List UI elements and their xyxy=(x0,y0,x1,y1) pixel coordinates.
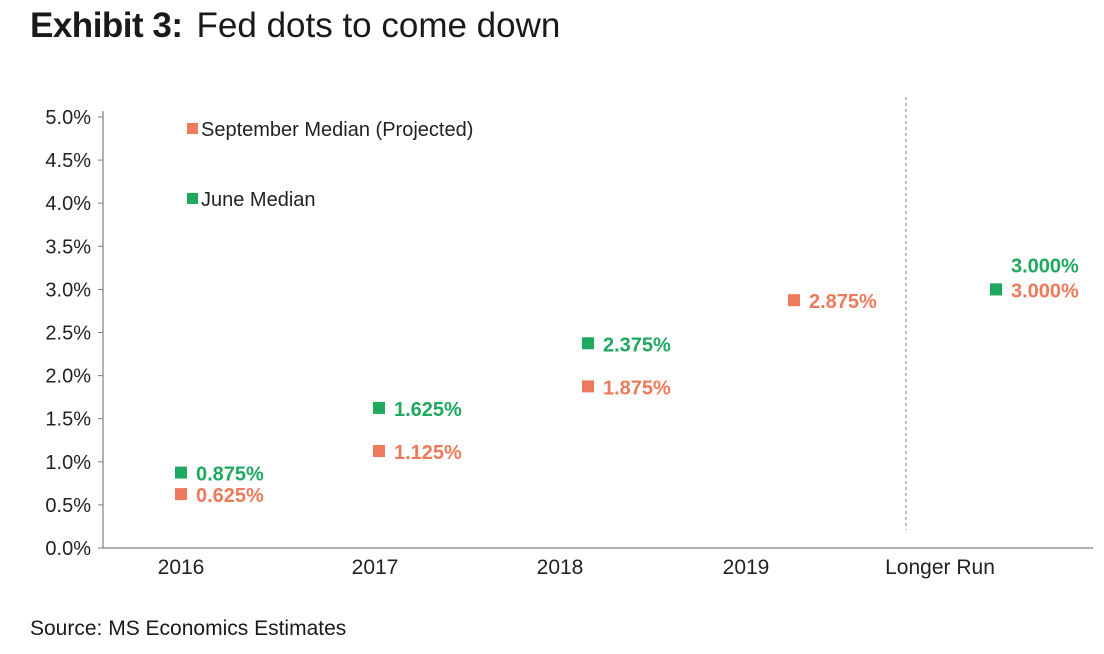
y-tick-label: 0.5% xyxy=(45,495,91,517)
y-tick-label: 2.0% xyxy=(45,366,91,388)
september-dot xyxy=(582,380,594,393)
x-tick-label: 2019 xyxy=(723,556,770,579)
september-data-label: 1.875% xyxy=(603,377,671,399)
x-tick-label: 2018 xyxy=(537,556,584,579)
legend-label: September Median (Projected) xyxy=(201,119,473,141)
y-tick-label: 1.0% xyxy=(45,452,91,474)
june-dot xyxy=(582,337,594,350)
june-data-label: 0.875% xyxy=(196,464,264,486)
september-data-label: 2.875% xyxy=(809,291,877,313)
x-tick-label: 2016 xyxy=(158,556,205,579)
september-data-label: 1.125% xyxy=(394,442,462,464)
y-tick-label: 0.0% xyxy=(45,538,91,560)
september-data-label: 0.625% xyxy=(196,485,264,507)
june-data-label: 1.625% xyxy=(394,399,462,421)
june-dot xyxy=(373,401,385,414)
x-tick-label: 2017 xyxy=(352,556,399,579)
legend-marker xyxy=(187,193,198,204)
legend-label: June Median xyxy=(201,189,316,211)
y-tick-label: 4.0% xyxy=(45,193,91,215)
june-data-label: 3.000% xyxy=(1011,255,1079,277)
june-dot xyxy=(990,283,1002,296)
y-tick-label: 4.5% xyxy=(45,150,91,172)
page-title: Exhibit 3: Fed dots to come down xyxy=(30,6,560,46)
y-tick-label: 1.5% xyxy=(45,409,91,431)
source-note: Source: MS Economics Estimates xyxy=(30,617,347,640)
september-dot xyxy=(788,294,800,307)
x-tick-label: Longer Run xyxy=(885,556,995,579)
exhibit-title: Fed dots to come down xyxy=(196,6,561,45)
y-tick-label: 5.0% xyxy=(45,107,91,129)
june-dot xyxy=(175,466,187,479)
exhibit-label: Exhibit 3: xyxy=(30,6,183,45)
legend-marker xyxy=(187,123,198,134)
september-dot xyxy=(175,488,187,501)
y-tick-label: 2.5% xyxy=(45,323,91,345)
y-tick-label: 3.5% xyxy=(45,236,91,258)
y-tick-label: 3.0% xyxy=(45,279,91,301)
september-dot xyxy=(373,445,385,458)
september-data-label: 3.000% xyxy=(1011,280,1079,302)
june-data-label: 2.375% xyxy=(603,334,671,356)
